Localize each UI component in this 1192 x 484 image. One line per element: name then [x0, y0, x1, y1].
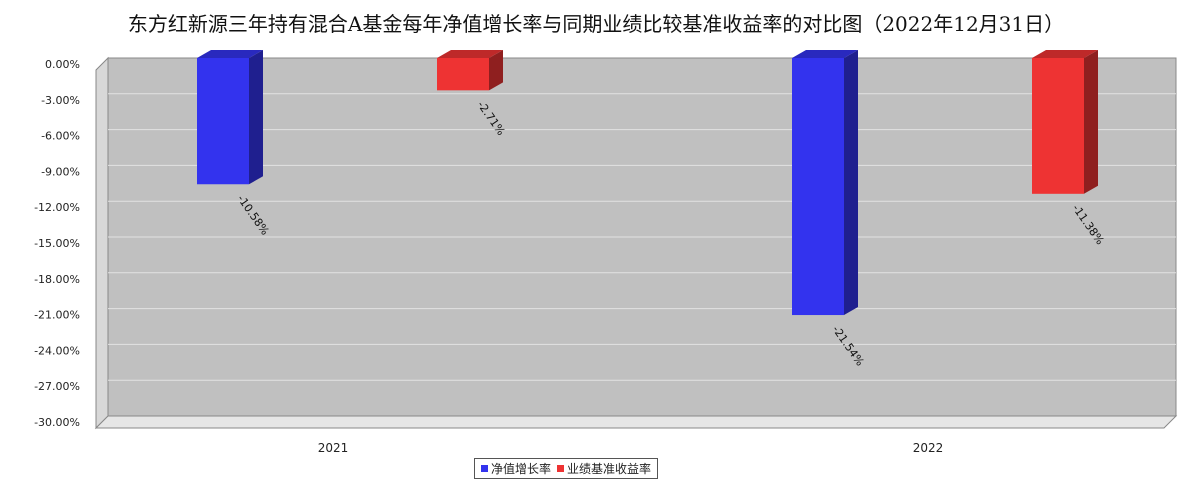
- bar-top-face: [197, 50, 263, 58]
- plot-left-wall: [95, 56, 109, 430]
- y-tick-label: -6.00%: [41, 130, 80, 143]
- legend-item-benchmark: 业绩基准收益率: [557, 460, 651, 477]
- legend-label-benchmark: 业绩基准收益率: [567, 462, 652, 476]
- bar-benchmark-2022: [1032, 58, 1084, 194]
- bar-top-face: [1032, 50, 1098, 58]
- y-tick-label: -12.00%: [34, 201, 80, 214]
- y-tick-label: -30.00%: [34, 416, 80, 429]
- bar-top-face: [792, 50, 858, 58]
- legend-label-nav: 净值增长率: [491, 462, 552, 476]
- bar-benchmark-2021: [437, 58, 489, 91]
- x-category-label: 2022: [913, 441, 944, 455]
- bar-nav-2021: [197, 58, 249, 185]
- x-category-label: 2021: [318, 441, 349, 455]
- y-tick-label: -15.00%: [34, 237, 80, 250]
- legend-swatch-benchmark: [557, 465, 565, 472]
- legend-item-nav: 净值增长率: [481, 460, 551, 477]
- y-tick-label: -24.00%: [34, 344, 80, 357]
- chart-title: 东方红新源三年持有混合A基金每年净值增长率与同期业绩比较基准收益率的对比图（20…: [127, 12, 1065, 36]
- y-tick-label: -3.00%: [41, 94, 80, 107]
- y-tick-label: 0.00%: [45, 58, 80, 71]
- plot-floor: [94, 415, 1178, 429]
- bar-side-face: [489, 50, 503, 91]
- bar-side-face: [844, 50, 858, 316]
- y-tick-label: -27.00%: [34, 380, 80, 393]
- bar-top-face: [437, 50, 503, 58]
- legend-swatch-nav: [481, 465, 488, 472]
- y-tick-label: -21.00%: [34, 309, 80, 322]
- legend: 净值增长率 业绩基准收益率: [474, 458, 659, 479]
- y-tick-label: -18.00%: [34, 273, 80, 286]
- bar-side-face: [1084, 50, 1098, 194]
- y-tick-label: -9.00%: [41, 165, 80, 178]
- bar-side-face: [249, 50, 263, 185]
- bar-nav-2022: [792, 58, 844, 316]
